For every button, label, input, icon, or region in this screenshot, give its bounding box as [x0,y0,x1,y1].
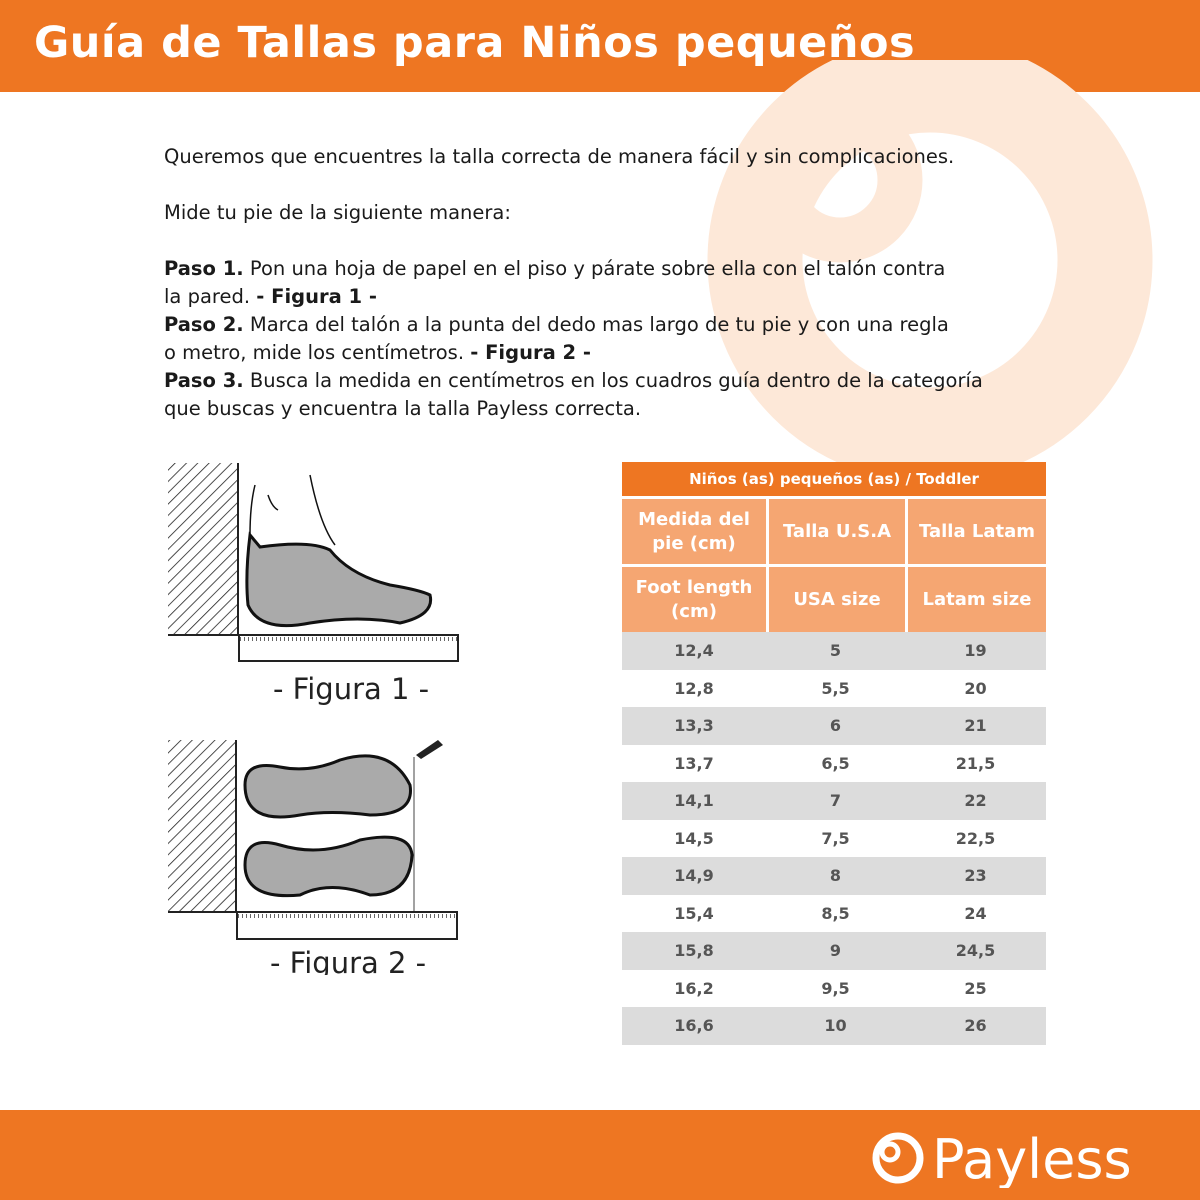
table-cell: 14,5 [674,828,714,848]
column-header: Talla Latam [905,496,1046,564]
table-cell: 12,4 [622,632,766,670]
table-cell: 24 [964,903,987,923]
footer-bar: Payless [0,1110,1200,1200]
table-cell: 20 [964,678,987,698]
table-cell: 16,6 [622,1007,766,1045]
payless-logo: Payless [872,1128,1132,1188]
figure-ref: - Figura 2 - [470,341,591,364]
table-cell: 7 [766,782,905,820]
table-cell: 21,5 [955,753,996,773]
step-text: la pared. [164,285,257,308]
intro-subtitle: Mide tu pie de la siguiente manera: [164,201,511,224]
payless-watermark-logo [707,60,1153,483]
step-text: Pon una hoja de papel en el piso y párat… [243,257,946,280]
table-row: 12,8 5,5 20 [622,670,1046,708]
table-cell: 14,9 [622,857,766,895]
header-row-es: Medida del pie (cm) Talla U.S.A Talla La… [622,496,1046,564]
table-title: Niños (as) pequeños (as) / Toddler [622,462,1046,496]
column-header: Talla U.S.A [766,496,905,564]
table-row: 14,5 7,5 22,5 [622,820,1046,858]
column-header: Medida del pie (cm) [622,496,766,564]
figure-2-footprints-on-ruler [168,740,458,940]
step-3: Paso 3. Busca la medida en centímetros e… [164,367,1064,395]
table-cell: 9,5 [821,978,850,998]
header-row-en: Foot length (cm) USA size Latam size [622,564,1046,632]
column-header: Latam size [905,564,1046,632]
table-cell: 14,1 [622,782,766,820]
pencil-icon [416,740,443,759]
table-cell: 8 [766,857,905,895]
table-cell: 8,5 [821,903,850,923]
brand-name: Payless [932,1128,1132,1188]
step-text: que buscas y encuentra la talla Payless … [164,397,642,420]
column-header: USA size [766,564,905,632]
measurement-illustrations: - Figura 1 - - Figura 2 - [168,463,459,975]
step-text: o metro, mide los centímetros. [164,341,471,364]
instructions: Queremos que encuentres la talla correct… [164,143,1064,423]
step-2: Paso 2. Marca del talón a la punta del d… [164,311,1064,339]
table-cell: 6,5 [821,753,850,773]
table-cell: 13,7 [674,753,714,773]
table-cell: 16,2 [674,978,714,998]
table-cell: 13,3 [622,707,766,745]
step-1: Paso 1. Pon una hoja de papel en el piso… [164,255,1064,283]
table-row: 12,4 5 19 [622,632,1046,670]
table-cell: 26 [905,1007,1046,1045]
intro-line: Queremos que encuentres la talla correct… [164,145,955,168]
figure-2-caption: - Figura 2 - [270,946,426,975]
table-row: 16,2 9,5 25 [622,970,1046,1008]
table-cell: 9 [766,932,905,970]
table-row: 14,9 8 23 [622,857,1046,895]
step-text: Busca la medida en centímetros en los cu… [243,369,983,392]
table-row: 14,1 7 22 [622,782,1046,820]
table-cell: 5 [766,632,905,670]
table-cell: 5,5 [821,678,850,698]
table-row: 16,6 10 26 [622,1007,1046,1045]
page-title: Guía de Tallas para Niños pequeños [34,18,916,68]
table-cell: 21 [905,707,1046,745]
table-cell: 6 [766,707,905,745]
table-cell: 23 [905,857,1046,895]
step-label: Paso 2. [164,313,244,336]
table-cell: 10 [766,1007,905,1045]
table-row: 13,3 6 21 [622,707,1046,745]
figure-1-caption: - Figura 1 - [273,672,429,706]
table-cell: 22,5 [955,828,996,848]
table-cell: 15,4 [674,903,714,923]
column-header: Foot length (cm) [622,564,766,632]
table-cell: 24,5 [905,932,1046,970]
step-text: Marca del talón a la punta del dedo mas … [243,313,949,336]
table-cell: 19 [905,632,1046,670]
table-cell: 22 [905,782,1046,820]
header-bar: Guía de Tallas para Niños pequeños [0,0,1200,92]
table-cell: 25 [964,978,987,998]
table-cell: 12,8 [674,678,714,698]
table-cell: 15,8 [622,932,766,970]
table-cell: 7,5 [821,828,850,848]
table-row: 13,7 6,5 21,5 [622,745,1046,783]
table-row: 15,4 8,5 24 [622,895,1046,933]
step-label: Paso 3. [164,369,244,392]
figure-1-foot-on-ruler [168,463,459,662]
figure-ref: - Figura 1 - [256,285,378,308]
table-row: 15,8 9 24,5 [622,932,1046,970]
step-label: Paso 1. [164,257,244,280]
size-chart-table: Niños (as) pequeños (as) / Toddler Medid… [622,462,1046,1045]
